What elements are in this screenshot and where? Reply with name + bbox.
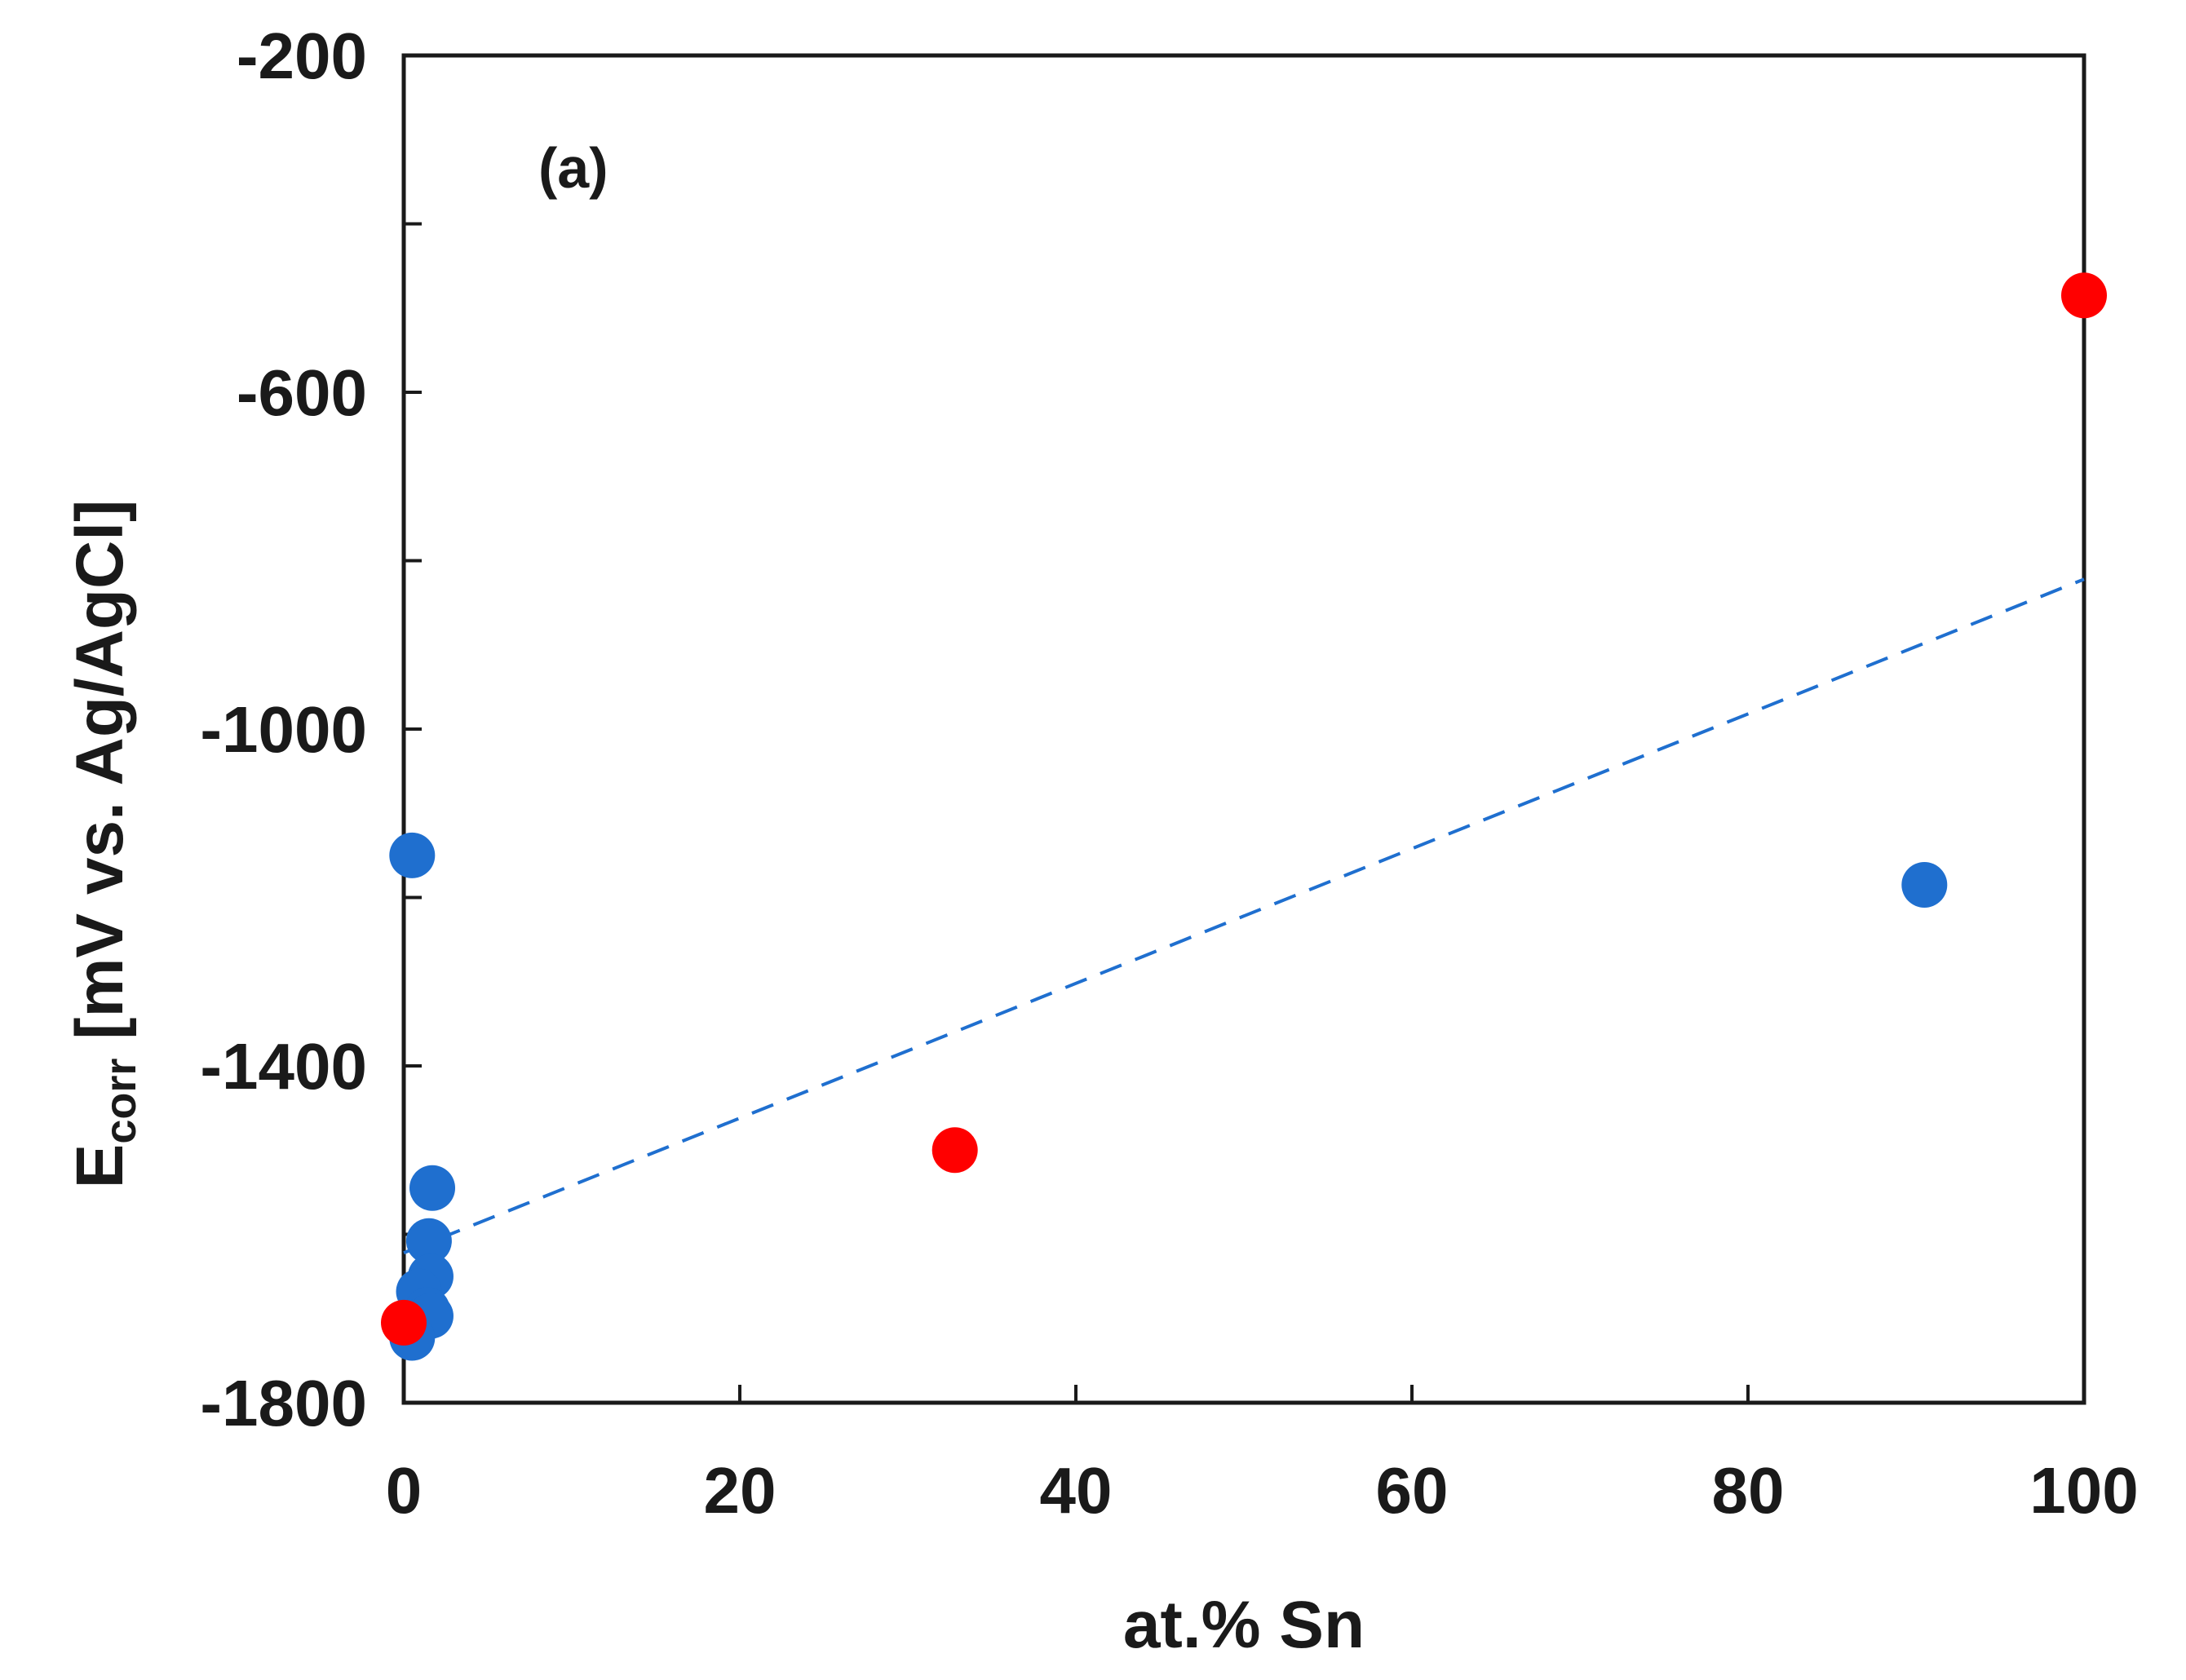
y-tick-label: -200 [237,20,367,92]
y-tick-label: -1000 [200,693,367,766]
x-tick-label: 0 [386,1454,423,1527]
panel-label: (a) [538,136,608,200]
y-axis-title: Ecorr [mV vs. Ag/AgCl] [63,500,145,1189]
y-axis-title-rest: [mV vs. Ag/AgCl] [63,500,137,1059]
red-points-point [931,1127,978,1174]
y-axis-title-subscript: corr [96,1059,145,1144]
red-points-point [2061,272,2107,319]
data-points [381,272,2107,1361]
x-tick-label: 20 [704,1454,777,1527]
trendline [403,577,2085,1255]
blue-points-point [405,1218,452,1264]
x-axis-title: at.% Sn [1123,1588,1365,1662]
blue-points-point [389,832,436,878]
x-tick-label: 100 [2029,1454,2138,1527]
x-tick-label: 40 [1040,1454,1113,1527]
plot-frame [401,53,2086,1405]
y-tick-label: -1400 [200,1030,367,1103]
x-tick-label: 80 [1712,1454,1785,1527]
y-axis-title-main: E [63,1144,137,1189]
red-points-point [381,1299,427,1346]
x-tick-label: 60 [1376,1454,1449,1527]
trendline-layer [403,577,2085,1255]
y-tick-label: -1800 [200,1367,367,1439]
blue-points-point [1901,862,1948,909]
y-tick-label: -600 [237,356,367,429]
axes: 0 20 40 60 80 100 -1800 -1400 -1000 -600 -200 [200,20,2138,1527]
blue-points-point [409,1165,456,1211]
